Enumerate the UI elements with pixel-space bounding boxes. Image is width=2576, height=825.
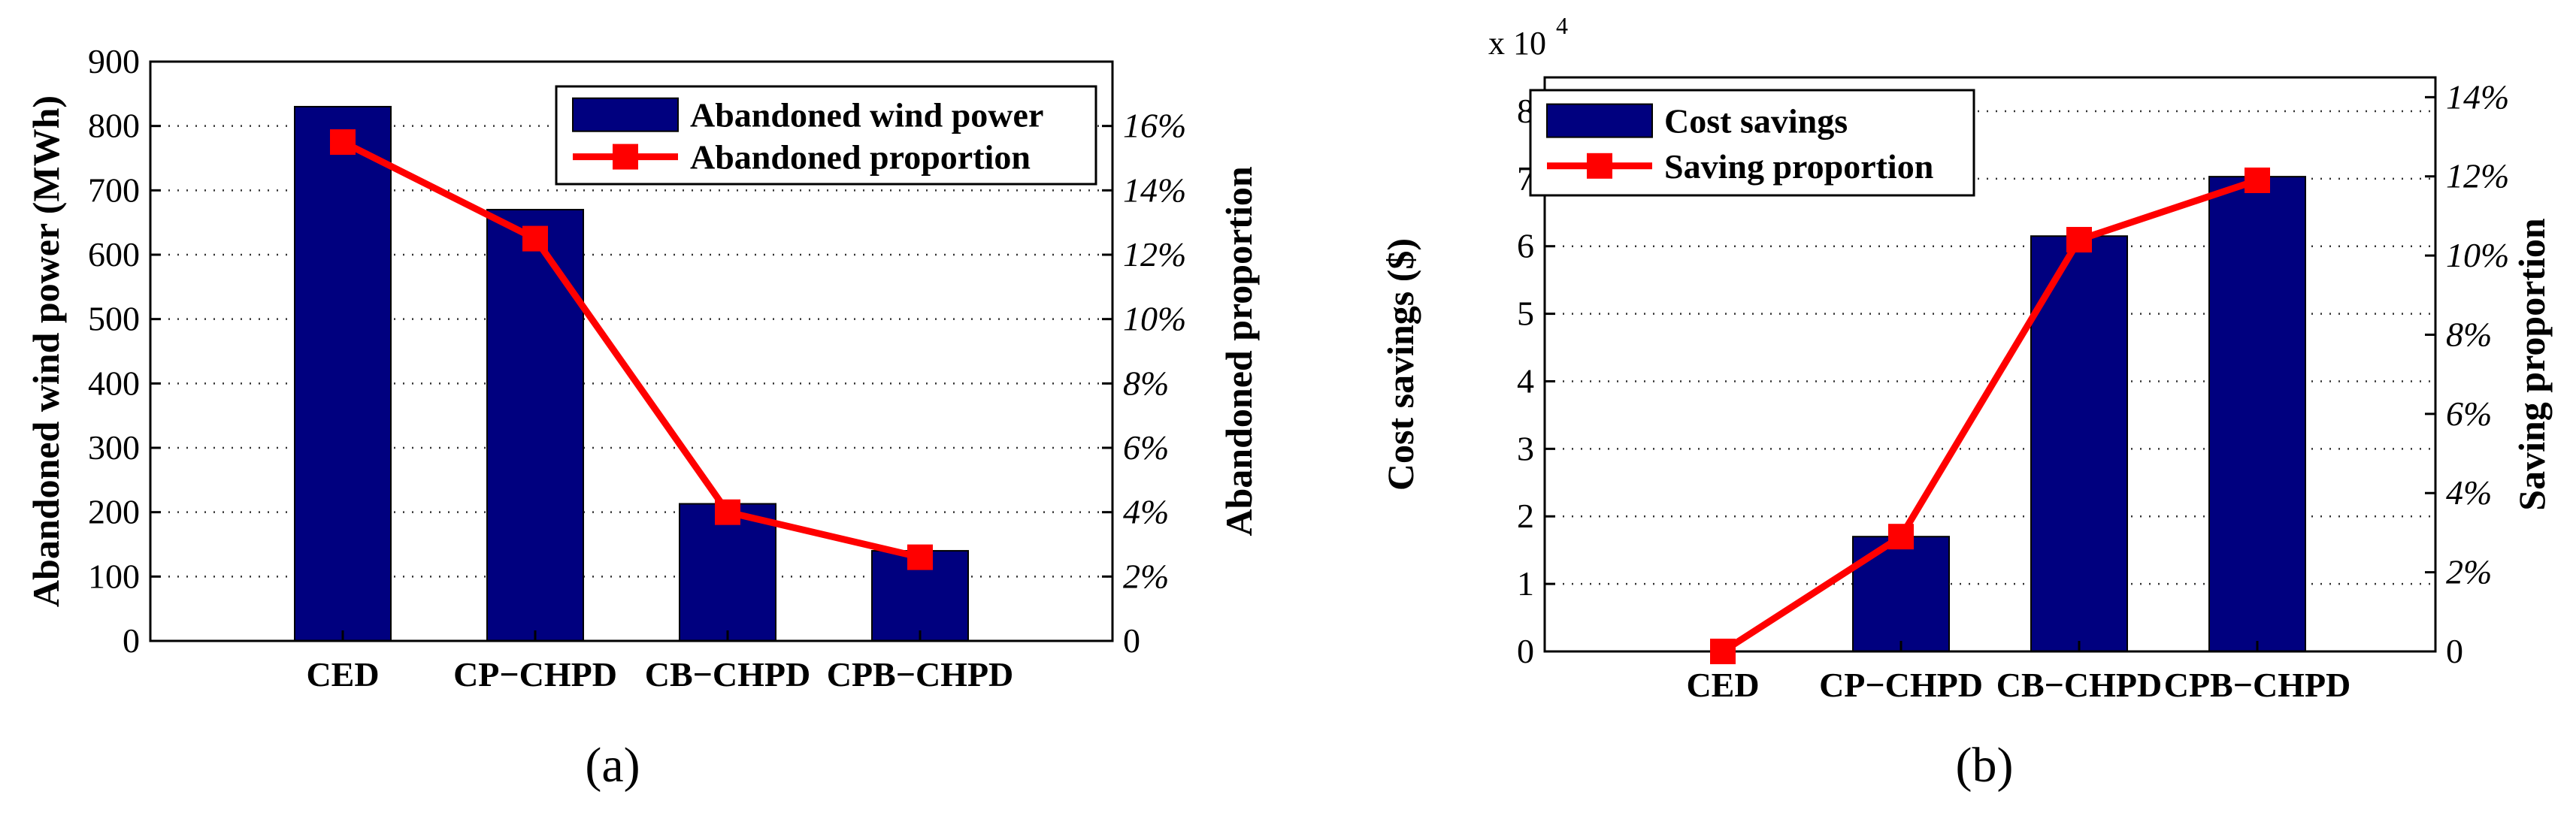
y-tick-label-right: 2% [2446,553,2492,591]
bar [2208,176,2306,652]
y-tick-label-right: 0 [1123,621,1140,660]
legend: Cost savings Saving proportion [1529,89,1975,197]
y-tick-label-left: 600 [88,235,140,273]
x-tick-label: CED [1686,666,1759,704]
y-tick-label-right: 8% [1123,364,1169,402]
y-tick-label-left: 1 [1517,564,1534,603]
y-tick-label-right: 14% [1123,171,1186,209]
y-tick-label-right: 8% [2446,315,2492,353]
y-tick-label-right: 12% [2446,157,2509,195]
bar [1852,536,1950,653]
plot-frame [149,60,1114,642]
proportion-line [341,139,922,561]
bar [679,503,776,642]
y-tick-label-left: 900 [88,42,140,80]
y-axis-label-right: Abandoned proportion [1218,166,1260,536]
y-tick-label-left: 800 [88,107,140,145]
line-marker [330,129,356,156]
line-marker [1888,524,1914,550]
bar [2030,235,2128,653]
line-marker [522,225,548,252]
y-tick-label-left: 4 [1517,361,1534,400]
axis-multiplier-exponent: 4 [1556,12,1568,39]
y-tick-label-left: 0 [123,621,140,660]
legend-swatch-marker [613,144,638,170]
y-tick-label-left: 300 [88,428,140,467]
y-tick-label-left: 2 [1517,497,1534,535]
x-tick-label: CB−CHPD [1996,666,2162,704]
y-tick-label-right: 10% [1123,300,1186,338]
legend-label-bar: Cost savings [1664,102,1848,141]
x-tick-label: CED [306,655,379,694]
y-tick-label-left: 6 [1517,227,1534,265]
y-tick-label-right: 16% [1123,107,1186,145]
x-tick-label: CP−CHPD [453,655,617,694]
x-tick-label: CB−CHPD [645,655,810,694]
proportion-line [1721,177,2259,654]
y-tick-label-left: 200 [88,493,140,531]
y-tick-label-left: 100 [88,557,140,595]
y-tick-label-left: 700 [88,171,140,209]
line-marker [907,544,933,570]
line-marker [2245,167,2270,193]
y-tick-label-right: 4% [2446,473,2492,512]
y-axis-label-left: Cost savings ($) [1379,238,1421,491]
x-tick-label: CP−CHPD [1819,666,1983,704]
panel-label: (a) [585,738,640,793]
plot-frame [1543,76,2437,653]
y-tick-label-left: 5 [1517,295,1534,333]
y-tick-label-right: 6% [1123,428,1169,467]
y-tick-label-right: 6% [2446,394,2492,433]
y-tick-label-right: 14% [2446,77,2509,116]
line-marker [1710,639,1736,664]
legend-label-line: Abandoned proportion [690,138,1031,177]
bar [294,105,392,642]
legend: Abandoned wind power Abandoned proportion [555,85,1097,186]
line-marker [715,499,740,525]
y-tick-label-right: 10% [2446,236,2509,274]
y-tick-label-right: 4% [1123,493,1169,531]
y-tick-label-left: 400 [88,364,140,402]
y-tick-label-left: 0 [1517,632,1534,670]
line-marker [2066,227,2092,253]
legend-swatch-bar [1546,103,1653,138]
y-axis-label-left: Abandoned wind power (MWh) [25,95,67,607]
legend-label-line: Saving proportion [1664,147,1933,186]
bar [486,209,584,642]
legend-swatch-marker [1587,153,1612,179]
y-tick-label-left: 3 [1517,429,1534,467]
y-tick-label-right: 0 [2446,632,2463,670]
axis-multiplier: x 10 [1488,25,1546,62]
legend-label-bar: Abandoned wind power [690,96,1043,134]
chart-panel-a: 0 100 200 300 400 500 600 700 800 900 0 2% 4% 6% 8% 10%… [25,42,1260,793]
legend-swatch-bar [572,97,679,132]
y-axis-label-right: Saving proportion [2511,218,2553,511]
panel-label: (b) [1956,738,2014,793]
x-tick-label: CPB−CHPD [827,655,1014,694]
x-tick-label: CPB−CHPD [2164,666,2351,704]
y-tick-label-right: 2% [1123,557,1169,595]
y-tick-label-right: 12% [1123,235,1186,273]
y-tick-label-left: 500 [88,300,140,338]
